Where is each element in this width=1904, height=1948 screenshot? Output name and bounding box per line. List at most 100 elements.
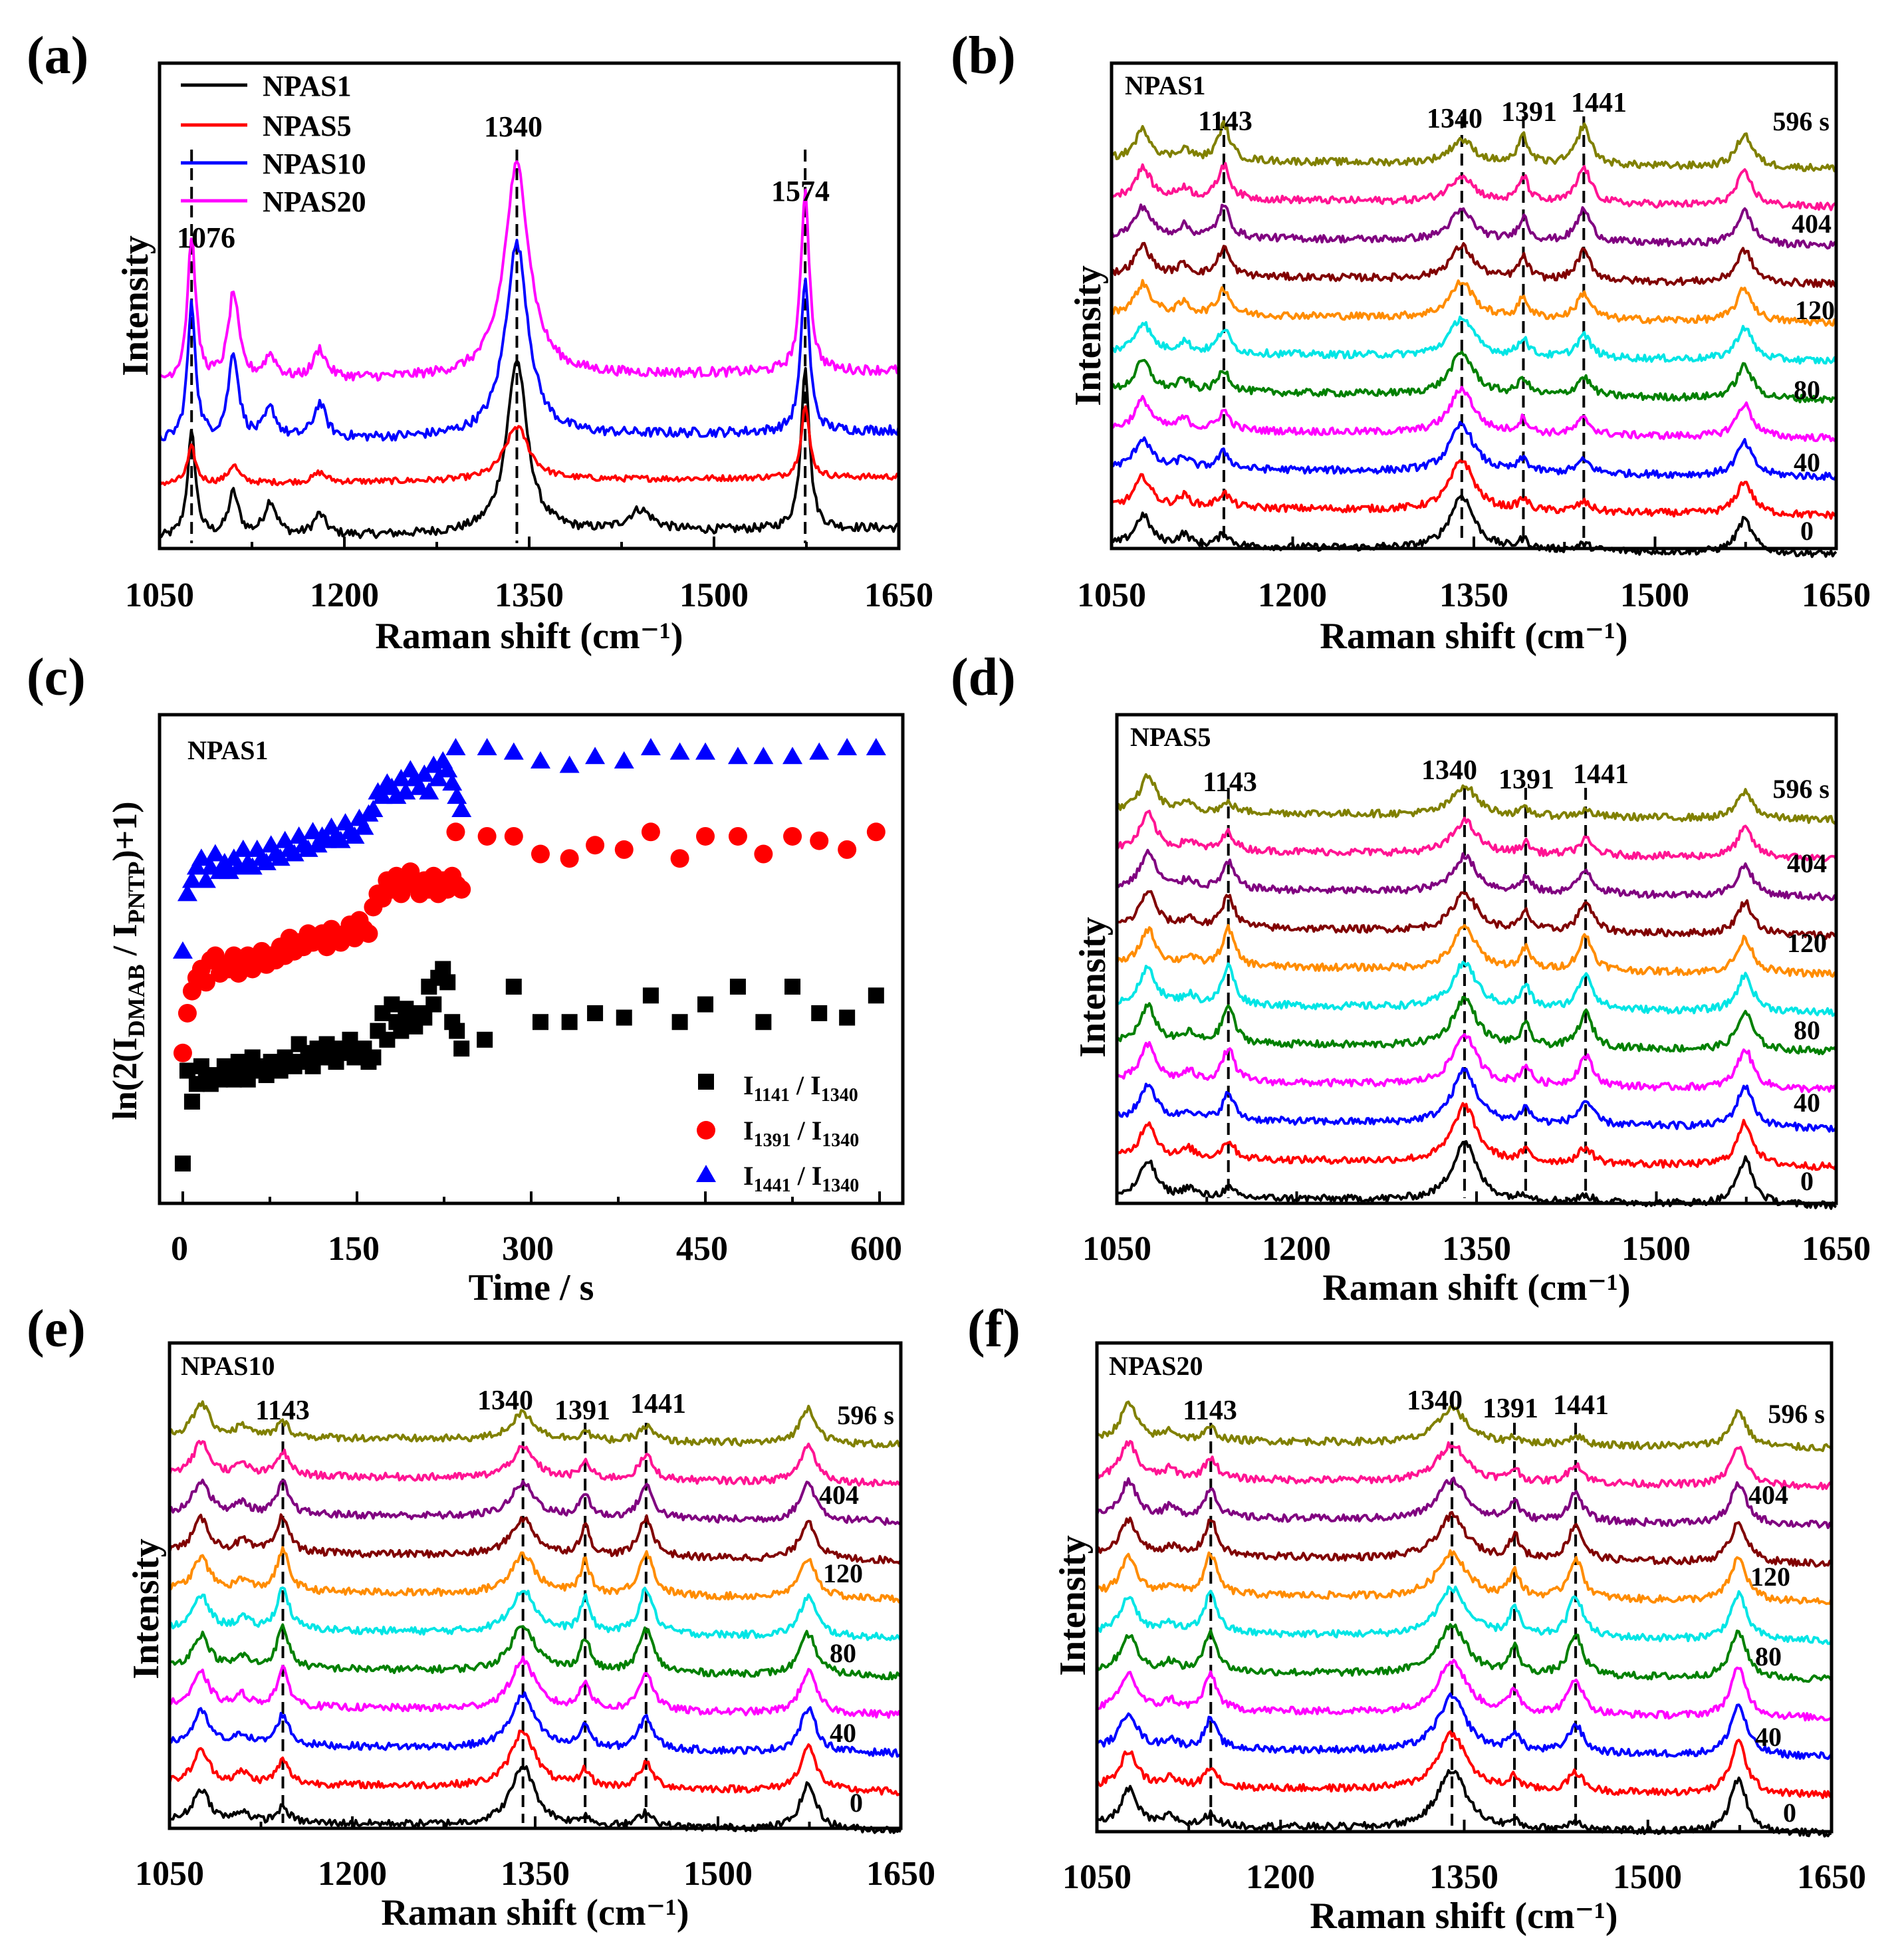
data-point-circle (670, 849, 689, 868)
data-point-square (839, 1009, 856, 1026)
data-point-triangle (316, 830, 337, 848)
time-spectrum (169, 1623, 902, 1681)
data-point-circle (783, 826, 802, 846)
panel-a-x-axis-title: Raman shift (cm⁻¹) (375, 616, 683, 657)
time-spectrum (1116, 809, 1838, 863)
time-spectrum (168, 1513, 902, 1565)
legend-sub: 1441 (754, 1175, 791, 1196)
data-point-triangle (391, 769, 412, 787)
panel-b-x-ticks (1110, 537, 1838, 548)
panel-e-plot-area (168, 1400, 902, 1834)
panel-a-y-axis-title: Intensity (115, 235, 156, 376)
panel-d-time-label: 80 (1794, 1015, 1820, 1045)
panel-f-peak-label: 1441 (1553, 1390, 1609, 1421)
y-title-part: )+1) (106, 801, 144, 861)
panel-d-peak-label: 1143 (1203, 767, 1257, 798)
panel-e-time-label: 404 (819, 1480, 859, 1510)
data-point-square (616, 1009, 632, 1026)
legend-text: I (743, 1161, 754, 1191)
panel-d-peak-label: 1340 (1421, 755, 1477, 786)
panel-a-legend: NPAS1 NPAS5 NPAS10 NPAS20 (181, 70, 366, 218)
time-spectrum (1096, 1439, 1833, 1491)
panel-f-time-label: 80 (1755, 1642, 1782, 1671)
panel-c-x-tick-label: 450 (676, 1230, 728, 1268)
panel-c-x-tick-label: 600 (850, 1230, 902, 1268)
data-point-triangle (753, 747, 774, 765)
data-point-square (587, 1005, 604, 1021)
panel-c: (c) 0 150 300 450 600 Time / s ln(2(IDMA… (27, 648, 905, 1308)
data-point-circle (359, 924, 378, 943)
data-point-triangle (428, 769, 449, 787)
data-point-triangle (181, 870, 202, 888)
data-point-square (505, 979, 522, 995)
panel-a-x-ticks (158, 537, 900, 548)
data-point-triangle (809, 742, 830, 760)
data-point-square (183, 1093, 200, 1110)
panel-e-x-tick-label: 1650 (866, 1855, 935, 1893)
data-point-square (477, 1031, 493, 1048)
panel-b-time-label: 40 (1794, 447, 1820, 477)
panel-d-x-axis-title: Raman shift (cm⁻¹) (1322, 1267, 1630, 1308)
time-spectrum (1096, 1400, 1833, 1453)
panel-d-plot-area (1116, 773, 1838, 1210)
data-point-triangle (695, 742, 716, 760)
data-point-square (755, 1014, 772, 1031)
panel-f-time-label: 0 (1783, 1798, 1796, 1828)
data-point-triangle (205, 844, 225, 862)
panel-d-x-ticks (1116, 1191, 1838, 1203)
panel-f-peak-label: 1391 (1483, 1394, 1538, 1424)
panel-d-peak-label: 1391 (1498, 765, 1554, 795)
time-spectrum (1096, 1658, 1833, 1722)
panel-e-time-label: 596 s (837, 1400, 894, 1430)
panel-e-sample-name: NPAS10 (181, 1351, 275, 1381)
data-point-circle (477, 826, 497, 846)
legend-marker-triangle (696, 1165, 716, 1182)
panel-f-x-tick-label: 1650 (1797, 1858, 1866, 1896)
panel-a-peak-label: 1340 (484, 110, 542, 143)
panel-e-peak-label: 1441 (630, 1389, 686, 1419)
panel-b-peak-label: 1391 (1501, 97, 1557, 128)
panel-c-label: (c) (27, 648, 86, 707)
time-spectrum (1116, 848, 1838, 902)
panel-f-x-tick-label: 1350 (1429, 1858, 1498, 1896)
panel-e-peak-label: 1391 (554, 1396, 610, 1426)
data-point-triangle (423, 755, 444, 773)
legend-label-i1391: I1391 / I1340 (743, 1116, 859, 1151)
time-spectrum (1110, 203, 1838, 250)
spectrum-npas1 (158, 359, 900, 539)
panel-b-x-tick-label: 1050 (1077, 576, 1146, 614)
data-point-triangle (477, 737, 497, 755)
data-point-triangle (228, 857, 249, 875)
panel-a-peak-label: 1574 (771, 175, 830, 207)
time-spectrum (168, 1729, 901, 1796)
data-point-circle (641, 822, 660, 842)
legend-sub: 1391 (754, 1130, 791, 1151)
data-point-circle (178, 1003, 197, 1023)
panel-e-x-tick-label: 1500 (683, 1855, 753, 1893)
panel-d-x-tick-label: 1200 (1262, 1230, 1331, 1268)
time-spectrum (1111, 120, 1837, 173)
data-point-circle (560, 849, 579, 868)
data-point-square (642, 987, 659, 1004)
data-point-triangle (669, 742, 690, 760)
time-spectrum (1111, 421, 1838, 481)
legend-label-i1441: I1441 / I1340 (743, 1161, 859, 1196)
data-point-triangle (414, 764, 435, 782)
data-point-triangle (386, 787, 407, 804)
time-spectrum (169, 1586, 902, 1642)
spectrum-npas20 (158, 160, 900, 382)
panel-b-sample-name: NPAS1 (1125, 70, 1205, 100)
data-point-square (697, 996, 714, 1013)
time-spectrum (1110, 162, 1838, 211)
data-point-circle (866, 822, 886, 842)
data-point-triangle (614, 751, 634, 769)
legend-label-npas1: NPAS1 (263, 70, 352, 102)
panel-b-x-axis-title: Raman shift (cm⁻¹) (1320, 616, 1627, 657)
time-spectrum (1116, 995, 1838, 1056)
time-spectrum (1110, 386, 1837, 442)
panel-f-label: (f) (967, 1300, 1020, 1358)
data-point-square (868, 987, 884, 1004)
panel-d-time-label: 596 s (1772, 774, 1830, 804)
data-point-triangle (503, 742, 524, 760)
data-point-triangle (447, 787, 467, 804)
